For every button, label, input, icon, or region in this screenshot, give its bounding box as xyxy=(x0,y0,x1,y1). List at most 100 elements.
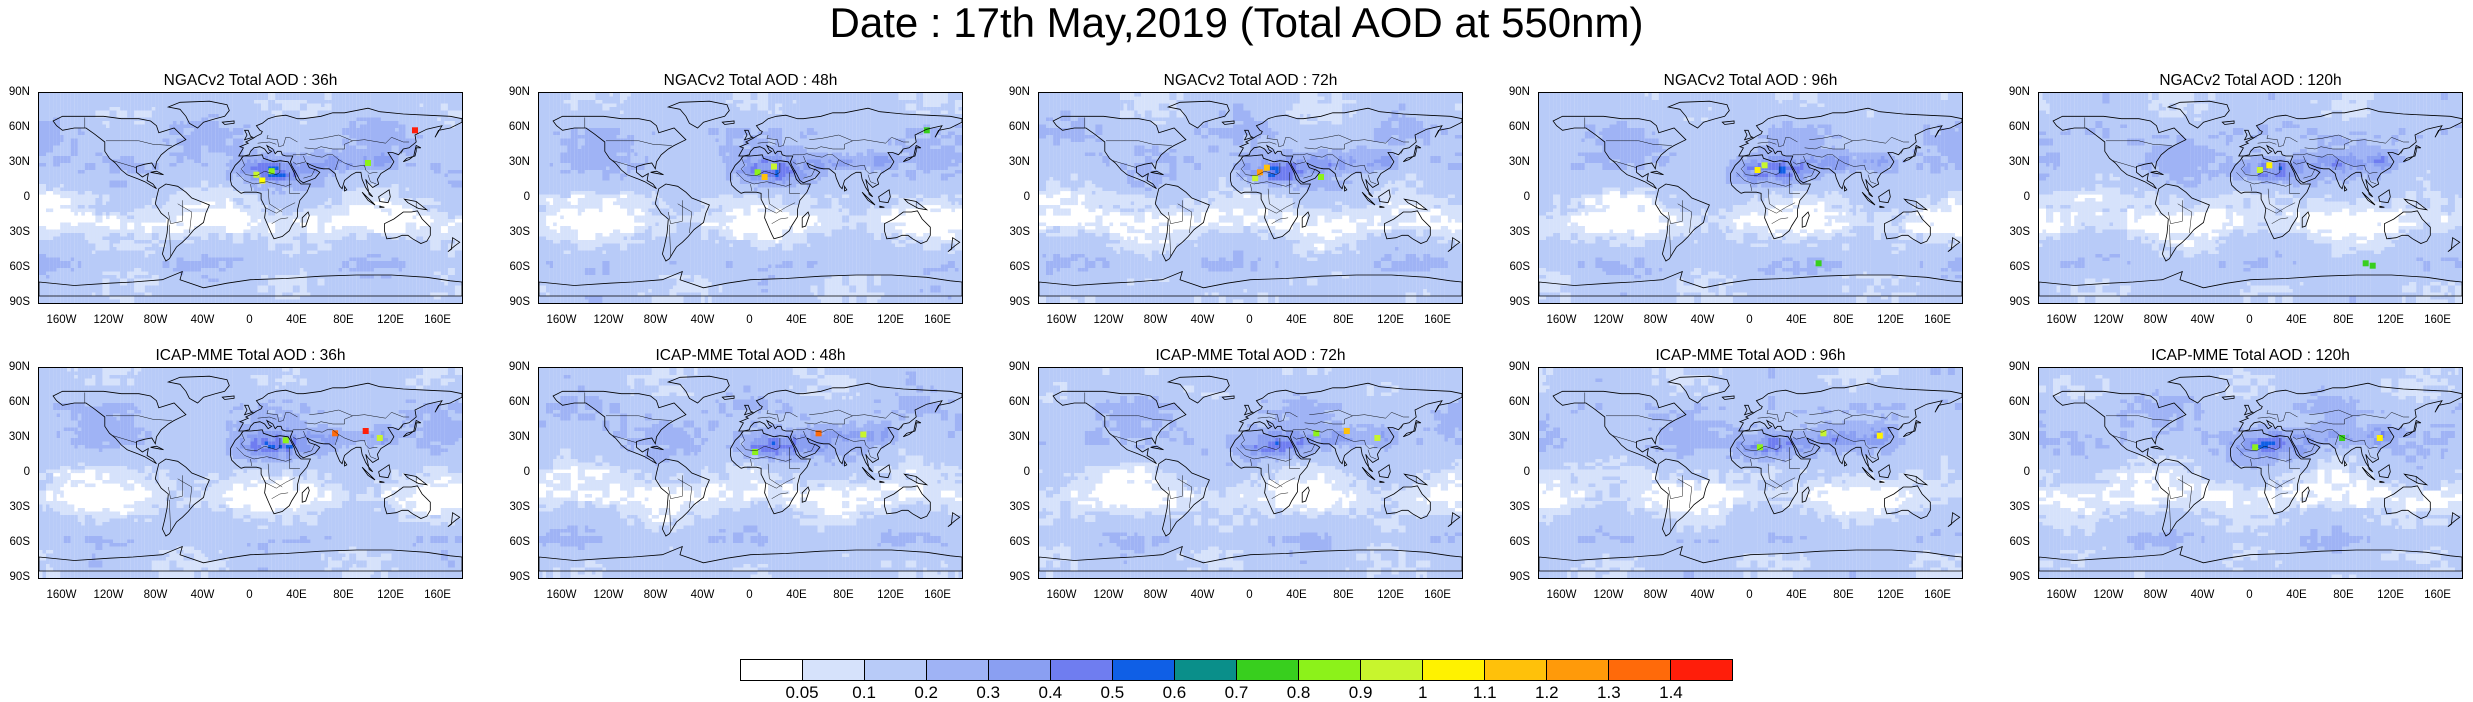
lon-tick-label: 120E xyxy=(2371,314,2411,326)
lat-tick-label: 90S xyxy=(2002,296,2030,308)
lat-tick-label: 60S xyxy=(2,536,30,548)
lat-tick-label: 60S xyxy=(502,536,530,548)
lat-tick-label: 90N xyxy=(1002,361,1030,373)
lon-tick-label: 0 xyxy=(1230,589,1270,601)
lon-tick-label: 0 xyxy=(1730,589,1770,601)
colorbar-label: 0.2 xyxy=(901,684,951,701)
lat-tick-label: 90N xyxy=(2,361,30,373)
colorbar-box xyxy=(1484,659,1546,681)
lat-tick-label: 60S xyxy=(1002,261,1030,273)
lon-tick-label: 80W xyxy=(1636,589,1676,601)
aod-field xyxy=(2039,368,2462,578)
lat-tick-label: 30S xyxy=(1002,226,1030,238)
lat-tick-label: 0 xyxy=(502,191,530,203)
colorbar-box xyxy=(1236,659,1298,681)
lon-tick-label: 120E xyxy=(1871,589,1911,601)
lon-tick-label: 0 xyxy=(730,314,770,326)
lon-tick-label: 80E xyxy=(1324,314,1364,326)
lat-tick-label: 0 xyxy=(2,466,30,478)
lon-tick-label: 80W xyxy=(136,314,176,326)
lon-tick-label: 0 xyxy=(2230,314,2270,326)
lat-tick-label: 90S xyxy=(1002,571,1030,583)
lat-tick-label: 60N xyxy=(1002,396,1030,408)
lat-tick-label: 90N xyxy=(502,361,530,373)
lon-tick-label: 0 xyxy=(1730,314,1770,326)
lat-tick-label: 30N xyxy=(2002,431,2030,443)
colorbar-box xyxy=(864,659,926,681)
lon-tick-label: 80W xyxy=(2136,589,2176,601)
lon-tick-label: 40E xyxy=(2277,589,2317,601)
lon-tick-label: 160E xyxy=(2418,589,2458,601)
lon-tick-label: 80W xyxy=(1636,314,1676,326)
lat-tick-label: 0 xyxy=(2002,191,2030,203)
lat-tick-label: 60S xyxy=(2002,536,2030,548)
lat-tick-label: 90S xyxy=(2,296,30,308)
lat-tick-label: 90N xyxy=(2002,361,2030,373)
lat-tick-label: 60N xyxy=(2002,121,2030,133)
colorbar-label: 0.5 xyxy=(1087,684,1137,701)
colorbar-box xyxy=(926,659,988,681)
lon-tick-label: 160W xyxy=(1542,314,1582,326)
colorbar-box xyxy=(1670,659,1733,681)
lon-tick-label: 120E xyxy=(871,314,911,326)
lat-tick-label: 60S xyxy=(2002,261,2030,273)
aod-map xyxy=(1538,367,1963,579)
lat-tick-label: 60S xyxy=(2,261,30,273)
lon-tick-label: 120W xyxy=(1089,314,1129,326)
lon-tick-label: 160W xyxy=(42,589,82,601)
lat-tick-label: 30N xyxy=(502,156,530,168)
lon-tick-label: 80E xyxy=(824,589,864,601)
colorbar-box xyxy=(1298,659,1360,681)
lon-tick-label: 120E xyxy=(1371,589,1411,601)
colorbar-label: 1.1 xyxy=(1460,684,1510,701)
lat-tick-label: 90N xyxy=(1502,86,1530,98)
lon-tick-label: 80E xyxy=(2324,314,2364,326)
lon-tick-label: 80E xyxy=(324,314,364,326)
lon-tick-label: 40W xyxy=(1683,314,1723,326)
lon-tick-label: 0 xyxy=(230,589,270,601)
lon-tick-label: 120W xyxy=(89,589,129,601)
lat-tick-label: 60S xyxy=(1502,536,1530,548)
lon-tick-label: 40E xyxy=(277,589,317,601)
lon-tick-label: 160W xyxy=(1042,589,1082,601)
colorbar-label: 0.7 xyxy=(1212,684,1262,701)
lat-tick-label: 30S xyxy=(502,226,530,238)
aod-field xyxy=(539,368,962,578)
lat-tick-label: 30S xyxy=(1502,501,1530,513)
aod-field xyxy=(539,93,962,303)
lon-tick-label: 160E xyxy=(1918,314,1958,326)
lon-tick-label: 120W xyxy=(89,314,129,326)
aod-map xyxy=(2038,367,2463,579)
colorbar-box xyxy=(1112,659,1174,681)
lat-tick-label: 30S xyxy=(1002,501,1030,513)
lat-tick-label: 60N xyxy=(502,396,530,408)
lon-tick-label: 120W xyxy=(2089,314,2129,326)
panel-title: ICAP-MME Total AOD : 72h xyxy=(1038,347,1463,365)
lon-tick-label: 160E xyxy=(2418,314,2458,326)
lon-tick-label: 160W xyxy=(1042,314,1082,326)
lon-tick-label: 40E xyxy=(277,314,317,326)
lon-tick-label: 80E xyxy=(2324,589,2364,601)
lat-tick-label: 90S xyxy=(2002,571,2030,583)
lon-tick-label: 0 xyxy=(230,314,270,326)
colorbar-box xyxy=(1546,659,1608,681)
lon-tick-label: 80E xyxy=(1324,589,1364,601)
lon-tick-label: 160E xyxy=(918,314,958,326)
lon-tick-label: 160E xyxy=(1418,589,1458,601)
lon-tick-label: 40W xyxy=(2183,589,2223,601)
lon-tick-label: 120E xyxy=(871,589,911,601)
colorbar-label: 0.3 xyxy=(963,684,1013,701)
colorbar-box xyxy=(740,659,802,681)
lat-tick-label: 0 xyxy=(502,466,530,478)
lon-tick-label: 120W xyxy=(1589,314,1629,326)
colorbar-box xyxy=(1422,659,1484,681)
lon-tick-label: 160E xyxy=(1918,589,1958,601)
lon-tick-label: 80W xyxy=(636,589,676,601)
aod-map xyxy=(538,367,963,579)
lat-tick-label: 60N xyxy=(1502,121,1530,133)
lat-tick-label: 0 xyxy=(1002,466,1030,478)
